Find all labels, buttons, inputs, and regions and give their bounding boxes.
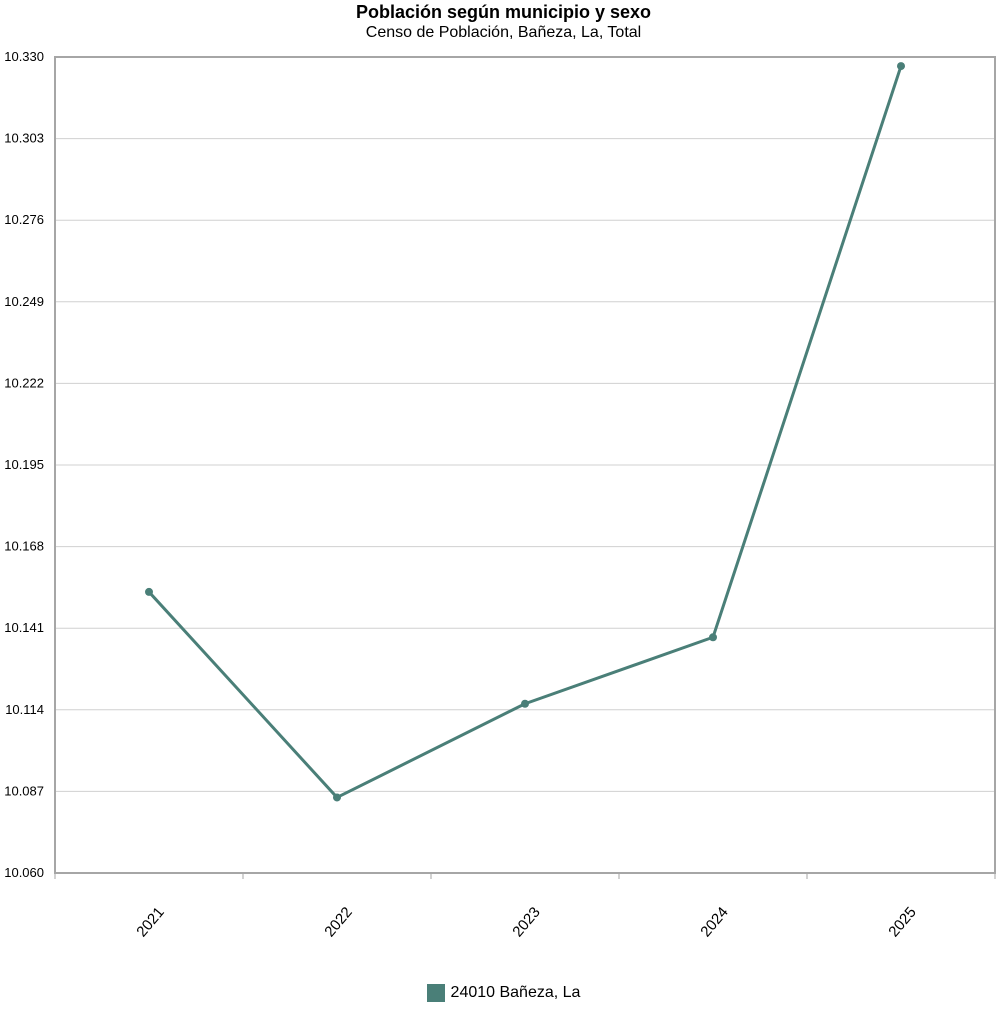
- x-tick-label: 2025: [885, 904, 919, 940]
- legend: 24010 Bañeza, La: [0, 984, 1007, 1002]
- series-group: [145, 62, 905, 802]
- chart-title: Población según municipio y sexo: [355, 2, 652, 22]
- y-tick-label: 10.276: [4, 212, 44, 227]
- plot-frame: [54, 56, 996, 874]
- y-tick-label: 10.222: [4, 375, 44, 390]
- y-tick-label: 10.303: [4, 131, 44, 146]
- data-point[interactable]: [709, 633, 717, 642]
- legend-swatch: [426, 984, 445, 1002]
- x-tick-label: 2022: [321, 904, 355, 940]
- y-tick-label: 10.141: [4, 620, 44, 635]
- y-tick-label: 10.168: [4, 539, 44, 554]
- data-point[interactable]: [897, 62, 905, 71]
- y-axis: 10.060 10.087 10.114 10.141 10.168 10.195 10.2…: [4, 49, 996, 880]
- y-tick-label: 10.330: [4, 49, 44, 64]
- x-axis: 2021 2022 2023 2024 2025: [54, 873, 996, 940]
- series-line: [147, 65, 903, 799]
- x-tick-label: 2021: [133, 904, 167, 940]
- y-tick-label: 10.195: [4, 457, 44, 472]
- y-tick-label: 10.087: [4, 783, 44, 798]
- y-tick-label: 10.114: [5, 702, 44, 717]
- y-tick-label: 10.060: [4, 865, 44, 880]
- x-tick-label: 2024: [697, 904, 731, 940]
- legend-label: 24010 Bañeza, La: [450, 984, 581, 1001]
- chart-subtitle: Censo de Población, Bañeza, La, Total: [365, 24, 642, 41]
- x-tick-label: 2023: [509, 904, 543, 940]
- y-tick-label: 10.249: [4, 294, 44, 309]
- gridlines: [55, 56, 995, 874]
- data-point[interactable]: [333, 793, 341, 802]
- data-point[interactable]: [521, 699, 529, 708]
- data-point[interactable]: [145, 587, 153, 596]
